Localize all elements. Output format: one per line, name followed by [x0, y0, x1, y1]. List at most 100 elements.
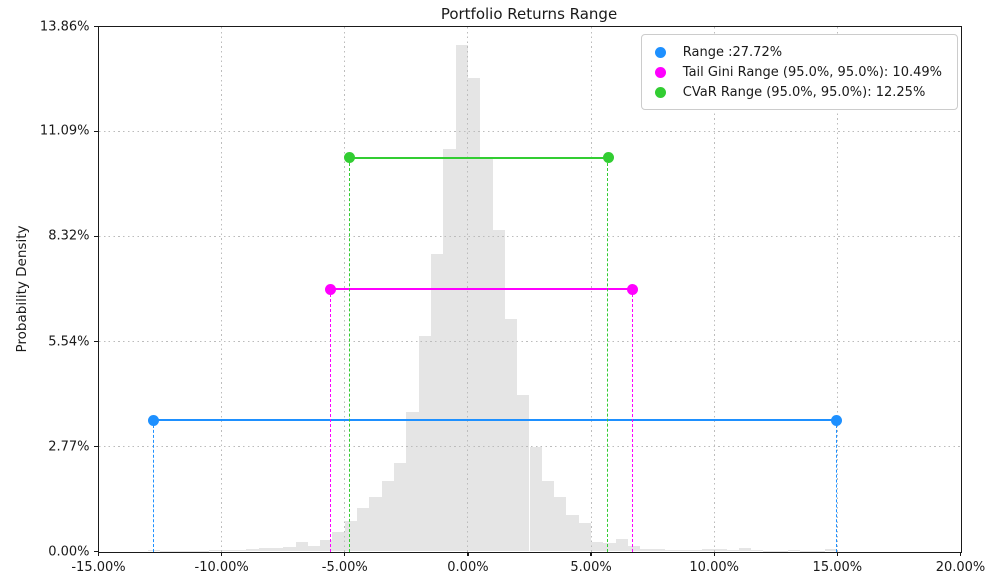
y-tick-mark — [94, 550, 99, 553]
hist-bar — [160, 550, 173, 552]
legend-item-cvar-range: CVaR Range (95.0%, 95.0%): 12.25% — [654, 82, 942, 102]
legend-label: CVaR Range (95.0%, 95.0%): 12.25% — [682, 84, 926, 100]
horizontal-gridline — [98, 235, 961, 237]
hist-bar — [763, 550, 776, 552]
x-tick-label: -10.00% — [194, 559, 249, 575]
hist-bar — [628, 545, 641, 552]
hist-bar — [270, 547, 284, 552]
hist-bar — [307, 545, 321, 552]
legend-item-tail-gini-range: Tail Gini Range (95.0%, 95.0%): 10.49% — [654, 62, 942, 82]
y-tick-label: 2.77% — [48, 439, 90, 455]
vertical-gridline — [221, 26, 223, 552]
x-tick-mark — [959, 551, 962, 556]
y-tick-label: 8.32% — [48, 228, 90, 244]
hist-bar — [332, 532, 345, 552]
hist-bar — [221, 549, 234, 552]
hist-bar — [652, 549, 665, 552]
hist-bar — [689, 549, 702, 552]
hist-bar — [443, 148, 456, 552]
range-endpoint-marker — [148, 414, 160, 426]
y-tick-mark — [94, 341, 99, 343]
hist-bar — [529, 446, 542, 552]
hist-bar — [825, 548, 838, 552]
range-line — [153, 419, 837, 422]
y-tick-label: 5.54% — [48, 334, 90, 350]
hist-bar — [381, 481, 395, 552]
tail-gini-range-legend-marker — [654, 66, 666, 78]
legend-label: Range :27.72% — [682, 44, 783, 60]
y-tick-mark — [94, 25, 99, 28]
range-endpoint-marker — [831, 414, 843, 426]
hist-bar — [197, 550, 210, 552]
hist-bar — [320, 540, 333, 552]
x-tick-label: 5.00% — [570, 559, 612, 575]
tail-gini-range-endpoint-marker — [325, 283, 337, 295]
tail-gini-range-endpoint-marker — [627, 283, 639, 295]
hist-bar — [615, 539, 628, 552]
cvar-range-line — [349, 156, 609, 159]
y-axis-label: Probability Density — [14, 225, 30, 353]
x-tick-label: 15.00% — [812, 559, 863, 575]
hist-bar — [480, 158, 493, 552]
cvar-range-dashed-line — [348, 157, 350, 552]
y-tick-mark — [94, 235, 99, 237]
x-tick-label: 0.00% — [447, 559, 489, 575]
hist-bar — [578, 523, 592, 552]
x-tick-label: -5.00% — [321, 559, 368, 575]
hist-bar — [455, 45, 468, 552]
x-tick-mark — [713, 551, 715, 556]
axis-ticks-layer: -15.00% -10.00% -5.00% 0.00% 5.00% 10.00% 15.0… — [40, 19, 985, 575]
tail-gini-range-line — [330, 287, 633, 291]
hist-bar — [283, 546, 296, 552]
hist-bar — [233, 549, 247, 552]
hist-bar — [295, 541, 308, 552]
cvar-range-legend-marker — [654, 86, 666, 98]
cvar-range-endpoint-marker — [344, 152, 356, 164]
cvar-range-endpoint-marker — [602, 152, 614, 164]
range-legend-marker — [654, 46, 666, 58]
x-tick-label: -15.00% — [71, 559, 126, 575]
x-tick-label: 10.00% — [689, 559, 739, 575]
x-tick-mark — [467, 551, 469, 556]
horizontal-gridline — [98, 130, 961, 132]
range-dashed-line — [835, 420, 837, 552]
hist-bar — [812, 550, 826, 552]
hist-bar — [209, 550, 222, 552]
y-tick-mark — [94, 445, 99, 448]
hist-bar — [258, 548, 271, 552]
hist-bar — [726, 550, 739, 552]
hist-bar — [591, 541, 604, 552]
hist-bar — [504, 319, 518, 552]
hist-bar — [677, 550, 690, 552]
range-dashed-line — [153, 420, 155, 552]
x-tick-mark — [836, 551, 838, 556]
horizontal-gridline — [98, 446, 961, 448]
hist-bar — [788, 549, 801, 552]
y-tick-label: 13.86% — [39, 19, 90, 34]
histogram-bars-layer — [99, 27, 961, 552]
hist-bar — [800, 550, 813, 552]
y-tick-label: 11.09% — [39, 123, 90, 139]
hist-bar — [492, 229, 505, 552]
x-tick-label: 20.00% — [935, 559, 986, 575]
y-tick-label: 0.00% — [48, 544, 90, 559]
chart-title: Portfolio Returns Range — [440, 5, 618, 23]
hist-bar — [517, 395, 530, 552]
y-tick-mark — [94, 130, 99, 132]
range-lines-layer — [99, 27, 961, 552]
hist-bar — [344, 520, 358, 552]
hist-bar — [541, 481, 555, 552]
legend-item-range: Range :27.72% — [654, 42, 942, 62]
tail-gini-range-dashed-line — [631, 289, 633, 552]
hist-bar — [357, 508, 370, 552]
hist-bar — [246, 549, 259, 552]
hist-bar — [184, 550, 197, 552]
hist-bar — [751, 549, 764, 552]
hist-bar — [714, 548, 727, 552]
x-tick-mark — [344, 551, 346, 556]
x-tick-mark — [221, 551, 223, 556]
legend-label: Tail Gini Range (95.0%, 95.0%): 10.49% — [682, 64, 942, 80]
horizontal-gridline — [98, 341, 961, 343]
cvar-range-dashed-line — [607, 157, 609, 552]
